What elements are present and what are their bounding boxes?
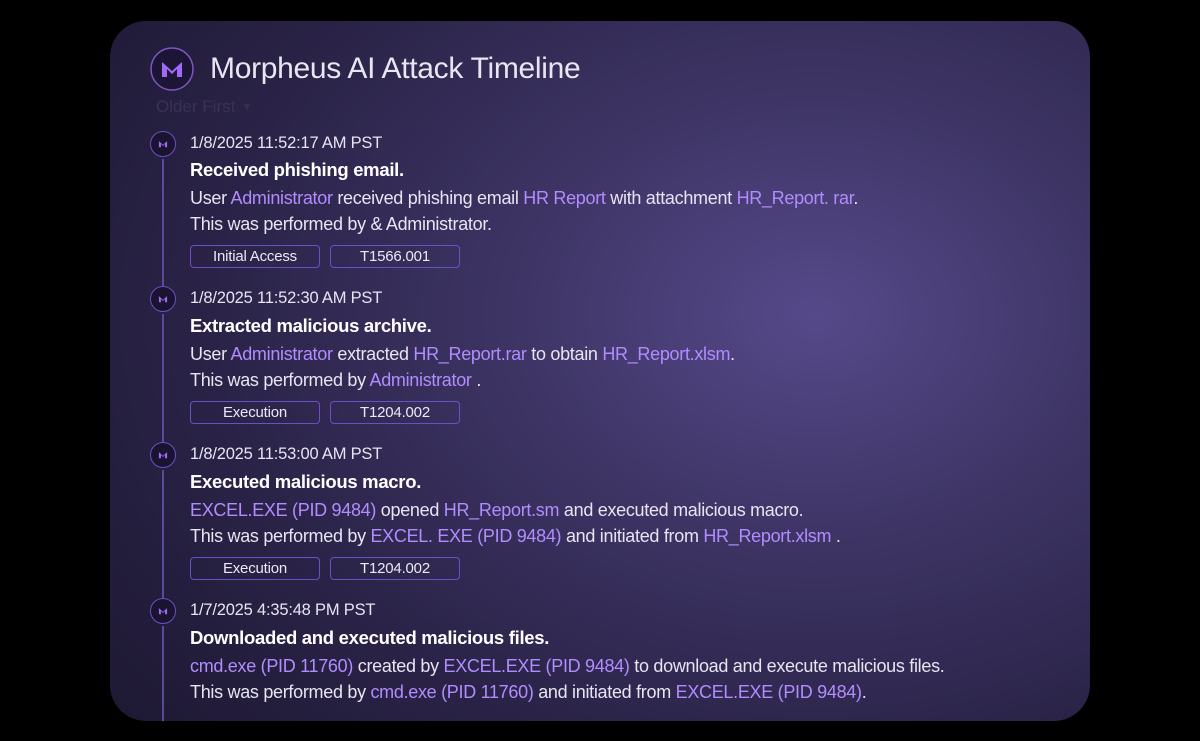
entity-highlight[interactable]: cmd.exe (PID 11760)	[370, 682, 533, 702]
desc-text: received phishing email	[333, 188, 524, 208]
event-timestamp: 1/8/2025 11:52:17 AM PST	[190, 131, 1050, 156]
desc-text: .	[476, 370, 481, 390]
entity-highlight[interactable]: HR_Report.xlsm	[602, 344, 730, 364]
event-bullet-icon	[150, 598, 176, 624]
event-connector	[162, 626, 164, 721]
entity-highlight[interactable]: HR_Report. rar	[737, 188, 854, 208]
desc-text: with attachment	[606, 188, 737, 208]
event-title: Executed malicious macro.	[190, 469, 1050, 495]
event-connector	[162, 314, 164, 442]
chevron-down-icon: ▼	[241, 101, 252, 113]
desc-text: .	[862, 682, 867, 702]
event-description: EXCEL.EXE (PID 9484) opened HR_Report.sm…	[190, 497, 1050, 549]
card-header: Morpheus AI Attack Timeline	[150, 47, 1050, 91]
entity-highlight[interactable]: HR_Report.rar	[413, 344, 526, 364]
desc-text: This was performed by & Administrator.	[190, 214, 492, 234]
desc-text: .	[730, 344, 735, 364]
entity-highlight[interactable]: EXCEL.EXE (PID 9484)	[444, 656, 630, 676]
event-title: Extracted malicious archive.	[190, 313, 1050, 339]
event-timestamp: 1/8/2025 11:53:00 AM PST	[190, 442, 1050, 467]
desc-text: .	[853, 188, 858, 208]
desc-text: to download and execute malicious files.	[630, 656, 945, 676]
desc-text: This was performed by	[190, 526, 370, 546]
desc-text: extracted	[333, 344, 414, 364]
event-title: Received phishing email.	[190, 157, 1050, 183]
event-tags: Initial Access T1566.001	[190, 245, 1050, 268]
mitre-tag[interactable]: T1204.002	[330, 557, 460, 580]
event-body: 1/8/2025 11:53:00 AM PSTExecuted malicio…	[190, 442, 1050, 580]
event-body: 1/8/2025 11:52:30 AM PSTExtracted malici…	[190, 286, 1050, 424]
event-gutter	[150, 598, 176, 705]
mitre-tag[interactable]: T1204.002	[330, 401, 460, 424]
entity-highlight[interactable]: Administrator	[231, 344, 333, 364]
entity-highlight[interactable]: Administrator	[369, 370, 476, 390]
sort-control[interactable]: Older First ▼	[156, 97, 1050, 117]
event-tags: Execution T1204.002	[190, 401, 1050, 424]
entity-highlight[interactable]: Administrator	[231, 188, 333, 208]
timeline-list: 1/8/2025 11:52:17 AM PSTReceived phishin…	[150, 131, 1050, 705]
event-body: 1/8/2025 11:52:17 AM PSTReceived phishin…	[190, 131, 1050, 269]
event-bullet-icon	[150, 442, 176, 468]
entity-highlight[interactable]: HR_Report.xlsm	[703, 526, 836, 546]
mitre-tag[interactable]: T1566.001	[330, 245, 460, 268]
desc-text: and initiated from	[561, 526, 703, 546]
timeline-event: 1/7/2025 4:35:48 PM PSTDownloaded and ex…	[150, 598, 1050, 705]
event-connector	[162, 470, 164, 598]
event-gutter	[150, 286, 176, 424]
event-bullet-icon	[150, 131, 176, 157]
event-connector	[162, 159, 164, 287]
event-description: User Administrator extracted HR_Report.r…	[190, 341, 1050, 393]
event-tags: Execution T1204.002	[190, 557, 1050, 580]
event-bullet-icon	[150, 286, 176, 312]
sort-label: Older First	[156, 97, 235, 117]
mitre-tag[interactable]: Initial Access	[190, 245, 320, 268]
desc-text: User	[190, 188, 231, 208]
mitre-tag[interactable]: Execution	[190, 401, 320, 424]
entity-highlight[interactable]: HR_Report.sm	[444, 500, 559, 520]
desc-text: created by	[353, 656, 443, 676]
event-title: Downloaded and executed malicious files.	[190, 625, 1050, 651]
entity-highlight[interactable]: HR Report	[523, 188, 605, 208]
timeline-event: 1/8/2025 11:53:00 AM PSTExecuted malicio…	[150, 442, 1050, 580]
desc-text: opened	[376, 500, 444, 520]
morpheus-logo-icon	[150, 47, 194, 91]
desc-text: .	[836, 526, 841, 546]
card-title: Morpheus AI Attack Timeline	[210, 52, 580, 86]
entity-highlight[interactable]: EXCEL.EXE (PID 9484)	[190, 500, 376, 520]
mitre-tag[interactable]: Execution	[190, 557, 320, 580]
desc-text: User	[190, 344, 231, 364]
event-description: User Administrator received phishing ema…	[190, 185, 1050, 237]
entity-highlight[interactable]: cmd.exe (PID 11760)	[190, 656, 353, 676]
event-gutter	[150, 131, 176, 269]
timeline-event: 1/8/2025 11:52:17 AM PSTReceived phishin…	[150, 131, 1050, 269]
event-timestamp: 1/7/2025 4:35:48 PM PST	[190, 598, 1050, 623]
desc-text: This was performed by	[190, 682, 370, 702]
event-body: 1/7/2025 4:35:48 PM PSTDownloaded and ex…	[190, 598, 1050, 705]
event-timestamp: 1/8/2025 11:52:30 AM PST	[190, 286, 1050, 311]
event-description: cmd.exe (PID 11760) created by EXCEL.EXE…	[190, 653, 1050, 705]
desc-text: to obtain	[527, 344, 603, 364]
timeline-card: Morpheus AI Attack Timeline Older First …	[110, 21, 1090, 721]
timeline-event: 1/8/2025 11:52:30 AM PSTExtracted malici…	[150, 286, 1050, 424]
desc-text: and initiated from	[534, 682, 676, 702]
event-gutter	[150, 442, 176, 580]
entity-highlight[interactable]: EXCEL.EXE (PID 9484)	[676, 682, 862, 702]
entity-highlight[interactable]: EXCEL. EXE (PID 9484)	[370, 526, 561, 546]
desc-text: This was performed by	[190, 370, 369, 390]
desc-text: and executed malicious macro.	[559, 500, 803, 520]
